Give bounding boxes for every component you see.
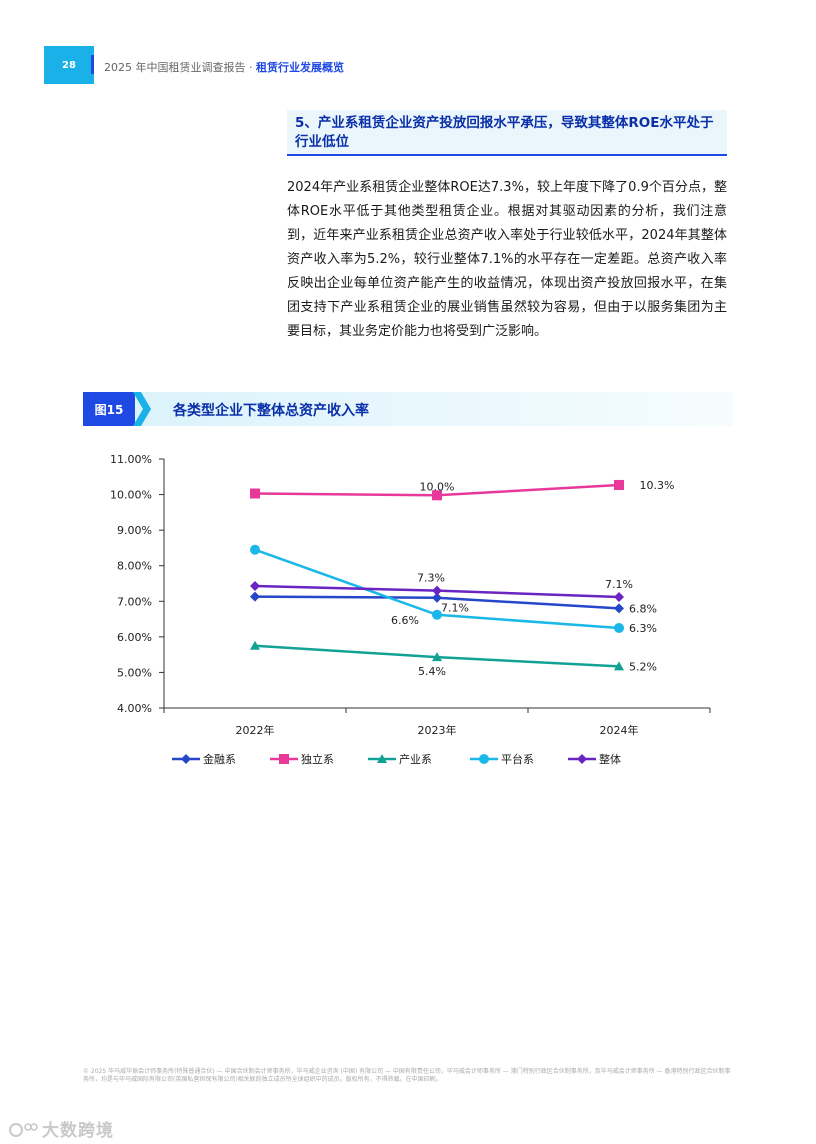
data-point-4-2: [614, 592, 624, 603]
y-tick-label: 9.00%: [117, 524, 152, 537]
y-tick-label: 5.00%: [117, 666, 152, 679]
line-chart: 4.00% 5.00% 6.00% 7.00% 8.00% 9.00% 10.00% 11.0…: [110, 453, 711, 766]
data-point-1-2: [614, 479, 624, 490]
legend-label: 平台系: [501, 752, 534, 766]
legend-marker: [377, 754, 387, 763]
data-point-4-0: [250, 580, 260, 591]
data-label: 6.3%: [629, 622, 657, 635]
section-name: 租赁行业发展概览: [255, 61, 344, 74]
figure-header: 图15 各类型企业下整体总资产收入率: [83, 392, 733, 426]
data-point-4-1: [432, 585, 442, 596]
y-tick-label: 11.00%: [110, 453, 152, 466]
legend-marker: [577, 754, 587, 764]
y-tick-label: 7.00%: [117, 595, 152, 608]
x-tick-label: 2024年: [600, 723, 639, 737]
legend-label: 独立系: [301, 752, 334, 766]
data-point-3-2: [614, 622, 624, 633]
section-title: 5、产业系租赁企业资产投放回报水平承压，导致其整体ROE水平处于行业低位: [295, 115, 714, 150]
legend-label: 产业系: [399, 752, 432, 766]
data-point-0-1: [432, 592, 442, 603]
x-tick-label: 2022年: [236, 723, 275, 737]
legend-label: 金融系: [203, 752, 236, 766]
chevron-right-icon: [133, 392, 151, 426]
footer-copyright: © 2025 毕马威华振会计师事务所(特殊普通合伙) — 中国合伙制会计师事务所…: [83, 1068, 731, 1083]
y-tick-label: 6.00%: [117, 631, 152, 644]
legend-marker: [279, 754, 289, 764]
legend-label: 整体: [599, 752, 621, 766]
data-label: 5.4%: [418, 665, 446, 678]
data-label: 10.0%: [420, 480, 455, 493]
report-title: 2025 年中国租赁业调查报告 ·: [104, 61, 256, 74]
running-header: 2025 年中国租赁业调查报告 · 租赁行业发展概览: [104, 59, 344, 75]
section-heading-box: 5、产业系租赁企业资产投放回报水平承压，导致其整体ROE水平处于行业低位: [287, 110, 727, 156]
data-label: 7.1%: [441, 602, 469, 615]
data-label: 5.2%: [629, 660, 657, 673]
data-label: 7.3%: [417, 572, 445, 585]
data-point-0-0: [250, 591, 260, 602]
y-tick-label: 8.00%: [117, 560, 152, 573]
data-point-0-2: [614, 603, 624, 614]
data-point-1-0: [250, 488, 260, 499]
header-divider: [91, 55, 94, 74]
x-tick-label: 2023年: [418, 723, 457, 737]
data-point-2-0: [250, 640, 260, 650]
data-point-2-2: [614, 661, 624, 671]
data-label: 10.3%: [640, 479, 675, 492]
data-point-1-1: [432, 490, 442, 501]
data-point-2-1: [432, 652, 442, 662]
y-tick-label: 10.00%: [110, 489, 152, 502]
page-number: 28: [62, 59, 76, 71]
figure-label: 图15: [83, 392, 135, 426]
data-label: 6.8%: [629, 602, 657, 615]
data-label: 7.1%: [605, 578, 633, 591]
data-point-3-0: [250, 544, 260, 555]
page-number-badge: 28: [44, 46, 94, 84]
watermark-text: 大数跨境: [42, 1121, 114, 1141]
legend-marker: [479, 754, 489, 764]
figure-title: 各类型企业下整体总资产收入率: [173, 403, 369, 419]
body-paragraph: 2024年产业系租赁企业整体ROE达7.3%，较上年度下降了0.9个百分点，整体…: [287, 180, 727, 339]
data-point-3-1: [432, 609, 442, 620]
logo-icon: [9, 1122, 38, 1137]
y-tick-label: 4.00%: [117, 702, 152, 715]
data-label: 6.6%: [391, 614, 419, 627]
legend-marker: [181, 754, 191, 764]
watermark: 大数跨境: [8, 1116, 114, 1141]
